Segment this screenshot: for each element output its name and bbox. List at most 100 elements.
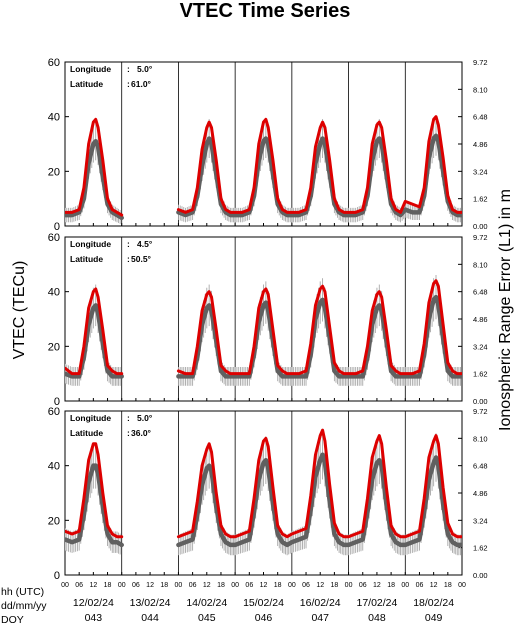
y-tick-label: 0	[54, 570, 60, 582]
latitude-value: 50.5°	[131, 254, 152, 264]
longitude-value: 5.0°	[137, 64, 153, 74]
right-tick-label: 0.00	[473, 222, 488, 231]
station-info: Longitude:5.0° Latitude:36.0°	[70, 413, 153, 438]
doy-label: 049	[425, 612, 443, 623]
x-axis-labels: 00 06 12 18 00 06 12 18 00 06 12 18 00 06 12 18 00 06 12 18…	[1, 582, 466, 623]
right-tick-label: 0.00	[473, 397, 488, 406]
right-tick-label: 0.00	[473, 571, 488, 580]
right-tick-label: 9.72	[473, 233, 488, 242]
red-series-line	[176, 428, 462, 539]
latitude-label: Latitude	[70, 254, 103, 264]
right-tick-label: 6.48	[473, 288, 488, 297]
hour-tick-label: 06	[132, 582, 140, 589]
longitude-colon: :	[127, 64, 130, 74]
hour-tick-label: 18	[160, 582, 168, 589]
date-label: 16/02/24	[300, 597, 341, 609]
y-tick-label: 40	[48, 112, 60, 124]
station-info: Longitude:4.5° Latitude:50.5°	[70, 239, 153, 264]
row-label: hh (UTC)	[1, 586, 44, 598]
longitude-colon: :	[127, 413, 130, 423]
right-tick-label: 9.72	[473, 407, 488, 416]
right-tick-label: 4.86	[473, 315, 488, 324]
plot-area	[65, 428, 462, 556]
hour-tick-label: 12	[430, 582, 438, 589]
row-label: dd/mm/yy	[1, 600, 47, 612]
doy-label: 044	[141, 612, 159, 623]
hour-tick-label: 12	[146, 582, 154, 589]
doy-label: 046	[255, 612, 273, 623]
hour-tick-label: 12	[316, 582, 324, 589]
doy-label: 043	[85, 612, 103, 623]
date-label: 17/02/24	[356, 597, 397, 609]
right-tick-label: 8.10	[473, 85, 488, 94]
hour-tick-label: 18	[217, 582, 225, 589]
right-tick-label: 3.24	[473, 342, 488, 351]
latitude-value: 36.0°	[131, 428, 152, 438]
y-tick-label: 40	[48, 461, 60, 473]
hour-tick-label: 06	[359, 582, 367, 589]
right-axis-label: Ionospheric Range Error (L1) in m	[497, 189, 514, 431]
latitude-colon: :	[127, 79, 130, 89]
right-tick-label: 6.48	[473, 462, 488, 471]
panel-2: 0 20 40 60 0.00 1.62 3.24 4.86 6.48 8.10 9.72 Longi…	[48, 232, 488, 408]
longitude-label: Longitude	[70, 64, 111, 74]
right-tick-label: 4.86	[473, 140, 488, 149]
y-tick-label: 40	[48, 287, 60, 299]
panel-3: 0 20 40 60 0.00 1.62 3.24 4.86 6.48 8.10 9.72 Longi…	[48, 406, 488, 582]
longitude-label: Longitude	[70, 413, 111, 423]
hour-tick-label: 12	[260, 582, 268, 589]
red-series-line	[176, 279, 462, 376]
date-label: 13/02/24	[130, 597, 171, 609]
right-tick-label: 6.48	[473, 113, 488, 122]
grey-series-line	[65, 139, 124, 221]
y-tick-label: 60	[48, 57, 60, 69]
right-tick-label: 1.62	[473, 195, 488, 204]
hour-tick-label: 12	[203, 582, 211, 589]
right-tick-label: 1.62	[473, 370, 488, 379]
right-tick-label: 9.72	[473, 58, 488, 67]
chart-title: VTEC Time Series	[180, 0, 351, 22]
panels: 0 20 40 60 0.00 1.62 3.24 4.86 6.48 8.10 9.72 Longi…	[48, 57, 488, 582]
latitude-value: 61.0°	[131, 79, 152, 89]
grey-series-line	[176, 133, 462, 218]
right-tick-label: 3.24	[473, 516, 488, 525]
hour-tick-label: 06	[189, 582, 197, 589]
date-label: 18/02/24	[413, 597, 454, 609]
right-tick-label: 8.10	[473, 434, 488, 443]
y-tick-label: 20	[48, 341, 60, 353]
row-label: DOY	[1, 614, 24, 623]
y-axis-label: VTEC (TECu)	[11, 261, 28, 360]
y-tick-label: 60	[48, 406, 60, 418]
right-tick-label: 1.62	[473, 544, 488, 553]
red-series-line	[65, 117, 124, 217]
y-tick-label: 0	[54, 221, 60, 233]
plot-area	[65, 275, 462, 386]
latitude-label: Latitude	[70, 428, 103, 438]
date-label: 12/02/24	[73, 597, 114, 609]
date-label: 15/02/24	[243, 597, 284, 609]
hour-tick-label: 06	[245, 582, 253, 589]
doy-label: 048	[368, 612, 386, 623]
hour-tick-label: 06	[302, 582, 310, 589]
latitude-colon: :	[127, 428, 130, 438]
hour-tick-label: 00	[401, 582, 409, 589]
hour-tick-label: 12	[89, 582, 97, 589]
date-label: 14/02/24	[186, 597, 227, 609]
right-tick-label: 4.86	[473, 489, 488, 498]
hour-tick-label: 00	[61, 582, 69, 589]
station-info: Longitude:5.0° Latitude:61.0°	[70, 64, 153, 89]
hour-tick-label: 18	[104, 582, 112, 589]
red-series-line	[65, 287, 124, 376]
plot-area	[65, 115, 462, 224]
hour-tick-label: 18	[330, 582, 338, 589]
hour-tick-label: 00	[231, 582, 239, 589]
grey-series-line	[176, 452, 462, 548]
right-tick-label: 3.24	[473, 167, 488, 176]
y-tick-label: 0	[54, 396, 60, 408]
right-tick-label: 8.10	[473, 260, 488, 269]
y-tick-label: 60	[48, 232, 60, 244]
hour-tick-label: 06	[416, 582, 424, 589]
panel-1: 0 20 40 60 0.00 1.62 3.24 4.86 6.48 8.10 9.72 Longi…	[48, 57, 488, 233]
red-series-line	[176, 115, 462, 214]
